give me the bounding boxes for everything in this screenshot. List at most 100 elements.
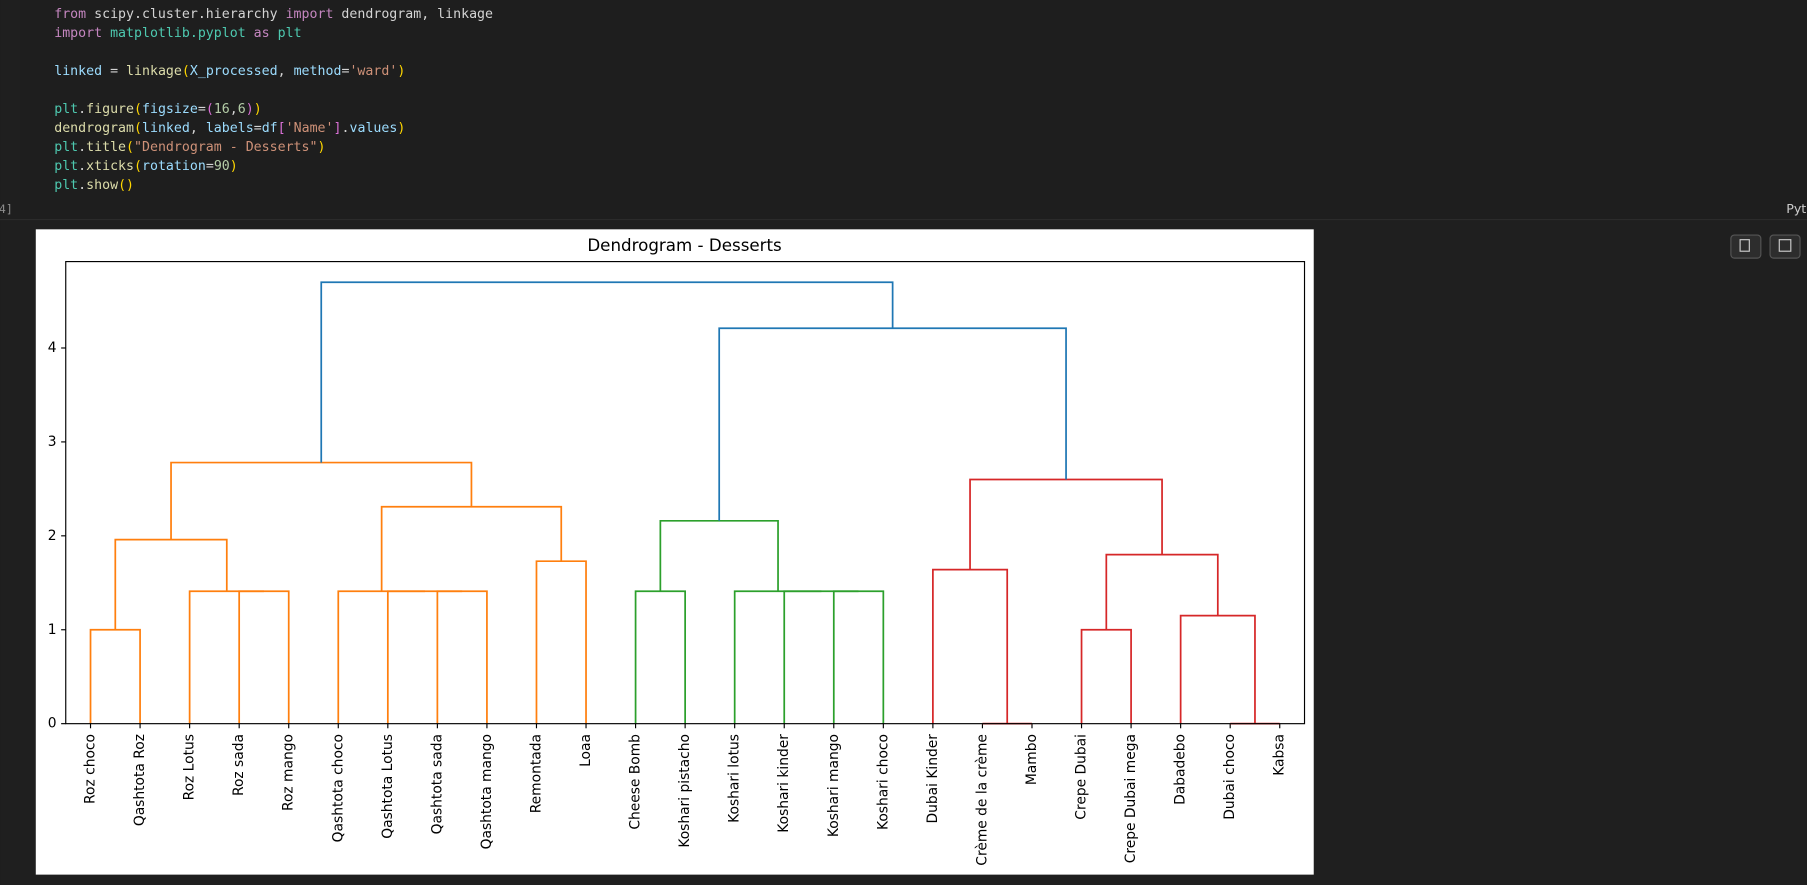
code-token: figsize (142, 102, 198, 117)
code-token: dendrogram, linkage (333, 7, 493, 22)
leaf-label: Mambo (1024, 734, 1040, 785)
axes-frame (65, 261, 1306, 725)
code-token: ( (126, 140, 134, 155)
code-token: [ (278, 121, 286, 136)
link (733, 590, 822, 724)
code-token: = (341, 64, 349, 79)
y-tick-label: 4 (48, 340, 57, 356)
code-token: 6 (238, 102, 246, 117)
leaf-label: Crème de la crème (974, 734, 990, 866)
leaf-label: Cheese Bomb (628, 734, 644, 830)
code-token: import (286, 7, 334, 22)
code-token: plt (54, 102, 78, 117)
code-token: dendrogram (54, 121, 134, 136)
code-token: plt (54, 178, 78, 193)
code-token: plt (270, 26, 302, 41)
code-token: ] (334, 121, 342, 136)
leaf-label: Loaa (578, 734, 594, 767)
link (320, 281, 894, 463)
code-token: 90 (214, 159, 230, 174)
code-line: import matplotlib.pyplot as plt (54, 26, 301, 41)
code-token: xticks (86, 159, 134, 174)
code-line: plt.show() (54, 178, 134, 193)
cell-language[interactable]: Python (1786, 201, 1807, 216)
code-token: plt (54, 140, 78, 155)
execution-count: [24] (0, 202, 13, 216)
code-token: rotation (142, 159, 206, 174)
leaf-label: Remontada (528, 734, 544, 813)
code-token: show (86, 178, 118, 193)
code-line: plt.xticks(rotation=90) (54, 159, 238, 174)
code-token: = (254, 121, 262, 136)
leaf-label: Roz Lotus (182, 734, 198, 800)
leaf-label: Crepe Dubai mega (1123, 734, 1139, 863)
link (89, 628, 141, 724)
leaf-label: Qashtota Lotus (380, 734, 396, 839)
code-token: . (78, 140, 86, 155)
code-token: ) (246, 102, 254, 117)
leaf-label: Koshari choco (875, 734, 891, 830)
code-token: from (54, 7, 86, 22)
code-token: X_processed (190, 64, 278, 79)
code-block: from scipy.cluster.hierarchy import dend… (54, 7, 493, 193)
code-cell (20, 0, 1807, 219)
code-token: values (349, 121, 397, 136)
code-token: linked (142, 121, 190, 136)
chart-title: Dendrogram - Desserts (587, 235, 781, 255)
code-token: = (198, 102, 206, 117)
code-token: ) (254, 102, 262, 117)
code-line: plt.title("Dendrogram - Desserts") (54, 140, 325, 155)
leaf-label: Dubai Kinder (925, 734, 941, 824)
code-token: df (262, 121, 278, 136)
code-line: from scipy.cluster.hierarchy import dend… (54, 7, 493, 22)
code-token: = (206, 159, 214, 174)
code-token: 'Name' (286, 121, 334, 136)
code-token: . (78, 102, 86, 117)
code-token: scipy.cluster.hierarchy (86, 7, 285, 22)
link (337, 590, 425, 724)
code-token: () (118, 178, 134, 193)
y-tick-label: 2 (48, 528, 57, 544)
leaf-label: Roz choco (83, 734, 99, 804)
leaf-label: Koshari lotus (727, 734, 743, 823)
code-token: . (78, 178, 86, 193)
save-button[interactable] (1769, 234, 1801, 259)
y-tick-label: 0 (48, 716, 57, 732)
code-token: linkage (126, 64, 182, 79)
leaf-label: Qashtota sada (429, 734, 445, 834)
leaf-label: Koshari kinder (776, 734, 792, 833)
leaf-label: Qashtota mango (479, 734, 495, 849)
code-line: dendrogram(linked, labels=df['Name'].val… (54, 121, 405, 136)
code-token: plt (54, 159, 78, 174)
leaf-label: Qashtota choco (330, 734, 346, 842)
copy-icon (1739, 239, 1750, 252)
leaf-label: Kabsa (1272, 734, 1288, 776)
y-tick-label: 3 (48, 434, 57, 450)
code-token: ( (134, 159, 142, 174)
code-token: title (86, 140, 126, 155)
link (170, 461, 473, 540)
link (718, 327, 1067, 521)
code-token: ( (182, 64, 190, 79)
link (1080, 628, 1132, 724)
code-token: "Dendrogram - Desserts" (134, 140, 317, 155)
code-token: ( (134, 121, 142, 136)
code-token: , (230, 102, 238, 117)
code-token: ( (134, 102, 142, 117)
leaf-label: Qashtota Roz (132, 734, 148, 826)
code-token: . (78, 159, 86, 174)
code-line: plt.figure(figsize=(16,6)) (54, 102, 262, 117)
link (188, 590, 264, 724)
code-token: labels (206, 121, 254, 136)
code-token: as (254, 26, 270, 41)
copy-button[interactable] (1730, 234, 1762, 259)
code-token: ( (206, 102, 214, 117)
code-token: figure (86, 102, 134, 117)
code-token: ) (230, 159, 238, 174)
code-token: method (294, 64, 342, 79)
code-token: , (278, 64, 294, 79)
code-token: matplotlib.pyplot (102, 26, 254, 41)
code-token: ) (397, 121, 405, 136)
